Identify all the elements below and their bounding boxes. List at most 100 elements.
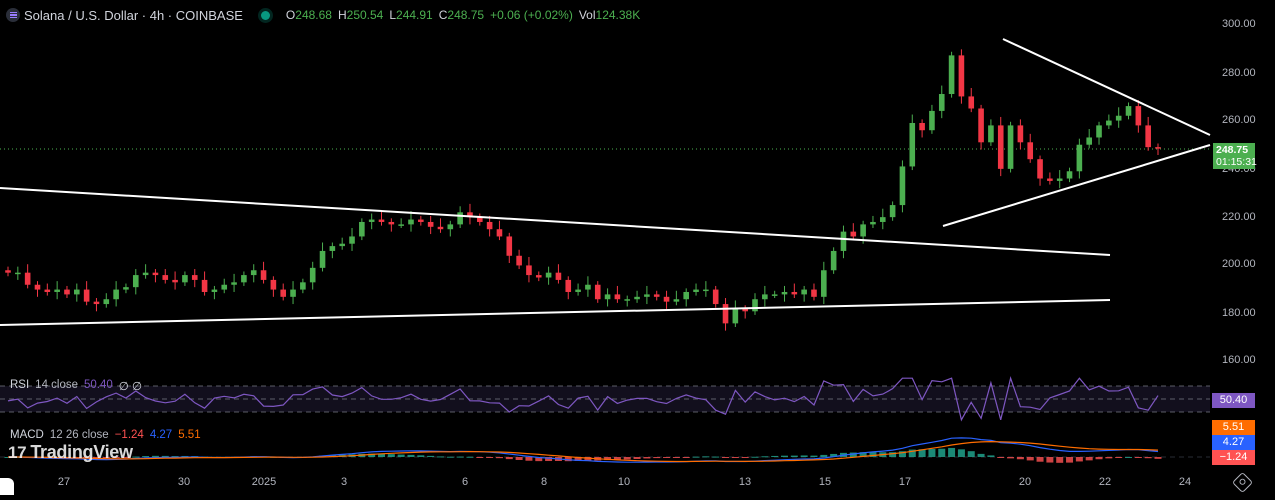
- market-status-icon[interactable]: [260, 10, 270, 20]
- candle-body: [123, 287, 129, 290]
- candle-body: [398, 224, 404, 226]
- price-tick: 260.00: [1222, 114, 1256, 126]
- candle-body: [663, 296, 670, 302]
- macd-histogram-bar: [938, 448, 946, 457]
- macd-histogram-bar: [466, 456, 474, 458]
- candle-body: [142, 272, 149, 276]
- close-label: C: [438, 8, 448, 22]
- candle-body: [260, 270, 267, 280]
- candle-body: [732, 308, 739, 324]
- time-tick: 6: [461, 476, 469, 488]
- triangle-upper-trendline[interactable]: [1002, 38, 1211, 136]
- macd-histogram-bar: [702, 456, 710, 458]
- candle-body: [879, 217, 886, 222]
- candle-body: [368, 219, 375, 222]
- macd-histogram-bar: [633, 457, 641, 459]
- signal-line: [8, 440, 1159, 463]
- candle-body: [585, 284, 591, 290]
- candle-body: [476, 217, 483, 222]
- candle-body: [349, 236, 355, 244]
- time-tick: 20: [1018, 476, 1032, 488]
- lower-ascending-trendline[interactable]: [0, 299, 1111, 326]
- candle-body: [418, 219, 424, 222]
- macd-histogram-bar: [643, 457, 651, 459]
- rsi-legend[interactable]: RSI 14 close 50.40 ∅ ∅: [10, 379, 142, 393]
- macd-histogram-bar: [486, 457, 494, 458]
- triangle-lower-trendline[interactable]: [942, 144, 1211, 227]
- candle-body: [762, 294, 768, 300]
- macd-histogram-bar: [112, 457, 120, 458]
- candle-body: [1027, 142, 1034, 160]
- candle-body: [634, 296, 640, 300]
- open-label: O: [285, 8, 296, 22]
- candle-body: [821, 270, 827, 297]
- macd-histogram-bar: [436, 456, 444, 458]
- high-label: H: [337, 8, 347, 22]
- macd-legend[interactable]: MACD 12 26 close −1.24 4.27 5.51: [10, 429, 201, 441]
- candle-body: [74, 289, 80, 295]
- symbol-title[interactable]: Solana / U.S. Dollar · 4h · COINBASE: [24, 7, 243, 23]
- macd-histogram-bar: [574, 457, 582, 461]
- candle-body: [300, 282, 306, 290]
- candle-body: [64, 289, 70, 295]
- upper-descending-trendline[interactable]: [0, 187, 1111, 256]
- time-tick: 30: [177, 476, 191, 488]
- time-tick: 8: [540, 476, 548, 488]
- macd-histogram-bar: [171, 456, 179, 458]
- macd-histogram-bar: [771, 455, 779, 457]
- rsi-extra: ∅ ∅: [118, 381, 143, 393]
- candle-body: [329, 246, 336, 251]
- macd-histogram-bar: [898, 451, 906, 457]
- time-tick: 13: [738, 476, 752, 488]
- candle-body: [624, 299, 631, 301]
- macd-histogram-bar: [663, 457, 671, 458]
- macd-histogram-bar: [1066, 457, 1074, 463]
- macd-histogram-bar: [830, 453, 838, 457]
- price-tick: 180.00: [1222, 307, 1256, 319]
- candle-body: [722, 304, 729, 324]
- macd-histogram-bar: [525, 457, 533, 461]
- time-tick: 10: [617, 476, 631, 488]
- macd-histogram-bar: [692, 456, 700, 458]
- macd-signal-value: 5.51: [178, 429, 201, 441]
- macd-histogram-bar: [161, 455, 169, 457]
- candle-body: [486, 221, 493, 230]
- candle-body: [968, 96, 975, 109]
- tradingview-logo[interactable]: 17 TradingView: [8, 442, 133, 463]
- volume-label: Vol: [578, 8, 596, 22]
- macd-histogram-bar: [102, 457, 110, 459]
- bar-countdown: 01:15:31: [1216, 156, 1257, 168]
- candle-body: [712, 289, 719, 305]
- candle-body: [742, 308, 748, 312]
- candle-body: [604, 294, 611, 300]
- macd-histogram-bar: [515, 457, 523, 460]
- macd-histogram-bar: [997, 457, 1005, 458]
- macd-histogram-bar: [1016, 457, 1024, 460]
- time-tick: 27: [57, 476, 71, 488]
- candle-body: [93, 301, 100, 305]
- candle-body: [545, 272, 552, 278]
- volume-value: 124.38K: [595, 8, 641, 22]
- candle-body: [378, 219, 385, 222]
- macd-histogram-bar: [918, 449, 926, 457]
- macd-histogram-bar: [780, 455, 788, 457]
- candle-body: [447, 224, 454, 230]
- macd-histogram-bar: [535, 457, 543, 462]
- candle-body: [1066, 171, 1073, 179]
- current-price-tag: 248.75 01:15:31: [1213, 143, 1257, 169]
- macd-histogram-bar: [928, 448, 936, 457]
- time-tick: 2025: [251, 476, 277, 488]
- candle-body: [781, 291, 788, 295]
- macd-histogram-bar: [545, 457, 553, 462]
- candle-body: [988, 125, 994, 143]
- macd-histogram-bar: [810, 455, 818, 457]
- candle-body: [516, 255, 522, 266]
- macd-histogram-bar: [1154, 457, 1162, 459]
- high-value: 250.54: [346, 8, 384, 22]
- macd-histogram-bar: [142, 456, 150, 458]
- candle-body: [211, 289, 218, 292]
- price-tick: 200.00: [1222, 258, 1256, 270]
- candle-body: [929, 110, 935, 131]
